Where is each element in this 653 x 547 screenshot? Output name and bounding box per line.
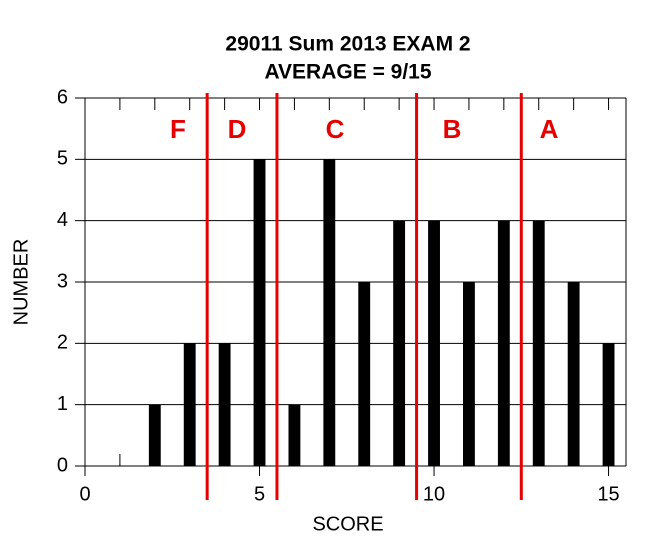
y-tick-label: 6 bbox=[57, 86, 68, 108]
grade-label: D bbox=[228, 114, 247, 144]
grade-label: F bbox=[170, 114, 186, 144]
y-axis-label: NUMBER bbox=[10, 239, 32, 326]
x-tick-label: 15 bbox=[597, 483, 619, 505]
grade-label: C bbox=[326, 114, 345, 144]
bar bbox=[463, 282, 475, 466]
y-tick-label: 2 bbox=[57, 332, 68, 354]
x-axis-label: SCORE bbox=[312, 513, 383, 535]
bar bbox=[532, 220, 545, 466]
chart-subtitle: AVERAGE = 9/15 bbox=[264, 61, 431, 84]
bar bbox=[497, 220, 510, 466]
bar bbox=[183, 343, 196, 466]
chart-title: 29011 Sum 2013 EXAM 2 bbox=[225, 33, 470, 56]
x-tick-label: 10 bbox=[423, 483, 445, 505]
bar bbox=[393, 220, 406, 466]
y-tick-label: 4 bbox=[57, 209, 68, 231]
bar bbox=[148, 404, 161, 466]
bar bbox=[323, 159, 336, 467]
bar bbox=[288, 404, 301, 466]
y-tick-label: 0 bbox=[57, 454, 68, 476]
x-tick-label: 0 bbox=[79, 483, 90, 505]
y-tick-label: 5 bbox=[57, 148, 68, 170]
bar bbox=[218, 343, 231, 466]
bar bbox=[602, 343, 615, 466]
grade-label: A bbox=[540, 114, 559, 144]
y-tick-label: 3 bbox=[57, 270, 68, 292]
grade-label: B bbox=[443, 114, 462, 144]
bar bbox=[567, 282, 580, 466]
bar bbox=[358, 282, 371, 466]
bar bbox=[428, 220, 440, 466]
y-tick-label: 1 bbox=[57, 393, 68, 415]
bar bbox=[253, 159, 266, 467]
x-tick-label: 5 bbox=[254, 483, 265, 505]
